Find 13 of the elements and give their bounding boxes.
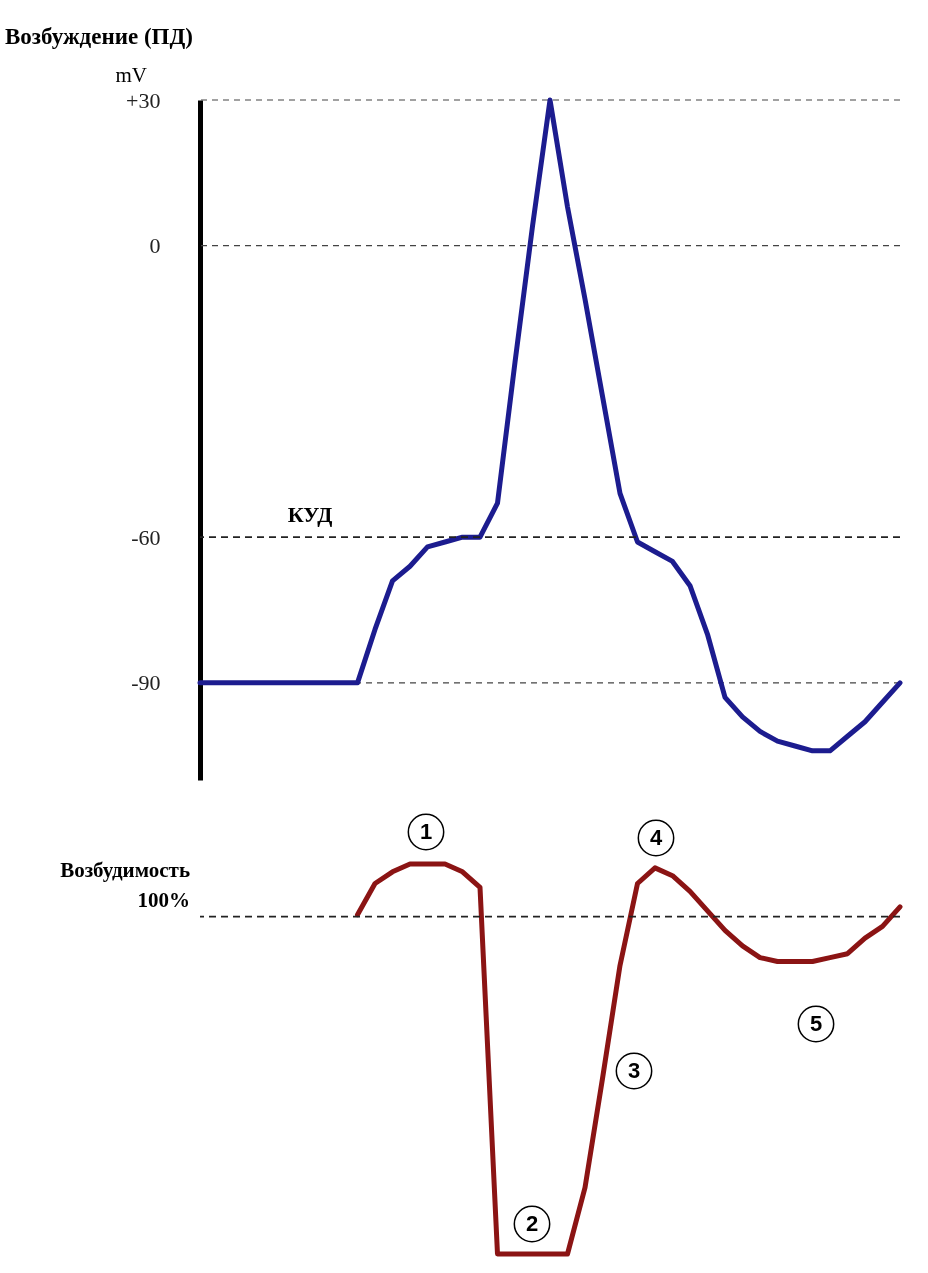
y-tick-label: +30 bbox=[126, 87, 161, 113]
ref-line-label: КУД bbox=[287, 502, 333, 528]
y-axis-title: Возбудимость 100% bbox=[60, 857, 190, 912]
chart-title: Возбуждение (ПД) bbox=[5, 24, 193, 49]
y-tick-label: 0 bbox=[149, 233, 161, 259]
annotation: 3 bbox=[627, 1058, 641, 1083]
y-tick-label: -60 bbox=[131, 524, 161, 550]
text: 1 bbox=[419, 819, 433, 844]
y-axis-title: mV bbox=[115, 62, 147, 87]
y-tick-label: -90 bbox=[131, 670, 161, 696]
annotation: 2 bbox=[525, 1211, 539, 1236]
text: 4 bbox=[649, 825, 663, 850]
annotation: 5 bbox=[809, 1011, 823, 1036]
